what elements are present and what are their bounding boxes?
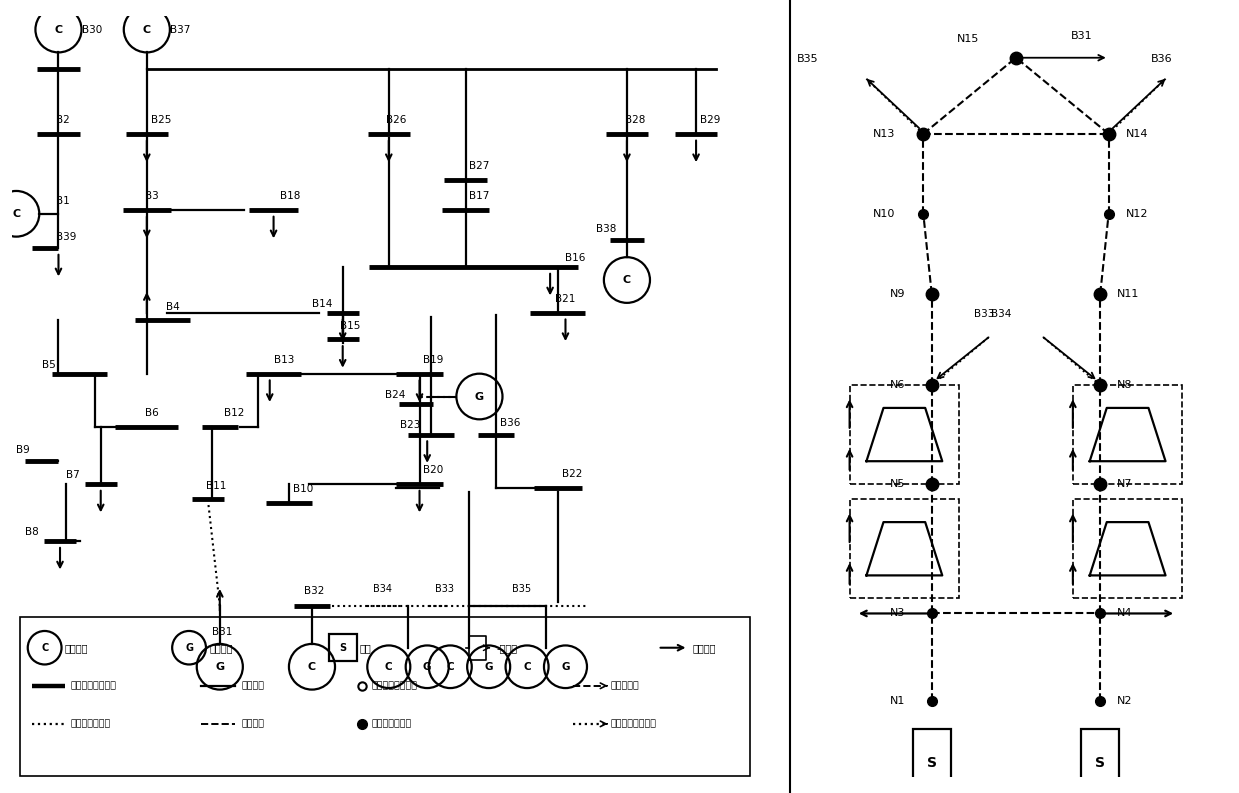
Text: S: S <box>1095 757 1105 771</box>
Text: 燃煤机组: 燃煤机组 <box>64 642 88 653</box>
Text: B12: B12 <box>224 408 244 418</box>
Text: C: C <box>55 25 62 35</box>
Text: 耦合的电网节点: 耦合的电网节点 <box>71 719 112 728</box>
Text: G: G <box>475 392 484 401</box>
Text: B6: B6 <box>145 408 159 418</box>
Text: 电力负荷: 电力负荷 <box>693 642 716 653</box>
Text: N6: N6 <box>890 380 904 390</box>
Text: B29: B29 <box>700 115 720 125</box>
Text: B35: B35 <box>797 54 819 63</box>
Text: B18: B18 <box>280 191 300 201</box>
Text: B13: B13 <box>274 355 294 365</box>
Text: B31: B31 <box>1070 31 1093 40</box>
Text: B9: B9 <box>16 445 30 455</box>
Text: C: C <box>446 661 453 672</box>
Text: G: G <box>185 642 193 653</box>
Text: N5: N5 <box>890 479 904 489</box>
Text: G: G <box>561 661 570 672</box>
Text: G: G <box>484 661 493 672</box>
Text: B16: B16 <box>565 253 586 263</box>
Text: 输气管道: 输气管道 <box>242 719 264 728</box>
Text: B1: B1 <box>56 196 69 206</box>
Text: B11: B11 <box>206 481 227 491</box>
Text: B30: B30 <box>82 25 102 35</box>
Bar <box>850 385 959 484</box>
Text: B19: B19 <box>424 355 444 365</box>
Text: 燃气机组: 燃气机组 <box>209 642 233 653</box>
Text: G: G <box>422 661 431 672</box>
Bar <box>328 634 357 661</box>
Text: B31: B31 <box>212 627 233 638</box>
Text: B26: B26 <box>387 115 406 125</box>
Text: B15: B15 <box>341 320 361 331</box>
Text: B36: B36 <box>1151 54 1172 63</box>
Text: 耦合的气网节点: 耦合的气网节点 <box>372 719 413 728</box>
Text: C: C <box>623 275 631 285</box>
Text: B27: B27 <box>470 161 489 170</box>
Text: N9: N9 <box>890 289 906 299</box>
Text: C: C <box>41 642 48 653</box>
Text: B33: B33 <box>974 308 994 319</box>
Text: N11: N11 <box>1118 289 1140 299</box>
Text: B36: B36 <box>501 418 520 428</box>
Text: 气井: 气井 <box>359 642 372 653</box>
Text: 天然气负荷: 天然气负荷 <box>610 681 639 690</box>
Text: B4: B4 <box>166 301 180 312</box>
Text: N2: N2 <box>1118 696 1132 706</box>
Text: N12: N12 <box>1125 209 1149 219</box>
Text: B23: B23 <box>400 420 421 431</box>
Text: B5: B5 <box>42 359 56 370</box>
Text: B3: B3 <box>145 191 159 201</box>
Bar <box>913 730 950 793</box>
Text: B34: B34 <box>373 584 393 594</box>
Text: B32: B32 <box>305 585 325 596</box>
Text: N14: N14 <box>1125 128 1149 139</box>
Text: B17: B17 <box>470 191 489 201</box>
Text: C: C <box>12 209 20 219</box>
Text: B10: B10 <box>292 485 313 494</box>
Text: B24: B24 <box>385 390 405 400</box>
Text: 非耦合的气网节点: 非耦合的气网节点 <box>372 681 418 690</box>
Text: B8: B8 <box>26 527 40 537</box>
Text: 非耦合的电网节点: 非耦合的电网节点 <box>71 681 116 690</box>
Text: B28: B28 <box>624 115 646 125</box>
Text: N10: N10 <box>872 209 895 219</box>
Text: N7: N7 <box>1118 479 1132 489</box>
Text: 燃气机组等效负荷: 燃气机组等效负荷 <box>610 719 655 728</box>
Text: N4: N4 <box>1118 608 1132 619</box>
Text: B2: B2 <box>56 115 69 125</box>
Text: C: C <box>142 25 151 35</box>
Text: B14: B14 <box>312 299 332 308</box>
Text: B25: B25 <box>151 115 171 125</box>
Text: N13: N13 <box>872 128 895 139</box>
Text: B21: B21 <box>555 294 576 304</box>
Text: N15: N15 <box>957 33 979 44</box>
Text: 输电线路: 输电线路 <box>242 681 264 690</box>
Text: N8: N8 <box>1118 380 1132 390</box>
Bar <box>1082 730 1119 793</box>
Text: B37: B37 <box>170 25 191 35</box>
Text: B38: B38 <box>596 224 617 234</box>
Text: B34: B34 <box>991 308 1011 319</box>
Text: -压缩机: -压缩机 <box>497 642 518 653</box>
Text: C: C <box>523 661 530 672</box>
Text: S: S <box>339 642 346 653</box>
Bar <box>20 617 750 776</box>
Text: B33: B33 <box>435 584 453 594</box>
Text: B39: B39 <box>56 232 77 242</box>
Text: G: G <box>216 661 224 672</box>
Text: S: S <box>927 757 937 771</box>
Text: B35: B35 <box>512 584 530 594</box>
Bar <box>1073 500 1182 598</box>
Bar <box>1073 385 1182 484</box>
Text: C: C <box>309 661 316 672</box>
Text: B7: B7 <box>66 470 79 480</box>
Text: N1: N1 <box>890 696 904 706</box>
Text: C: C <box>385 661 393 672</box>
Bar <box>850 500 959 598</box>
Text: N3: N3 <box>890 608 904 619</box>
Text: B20: B20 <box>424 465 444 475</box>
Text: B22: B22 <box>561 469 582 479</box>
